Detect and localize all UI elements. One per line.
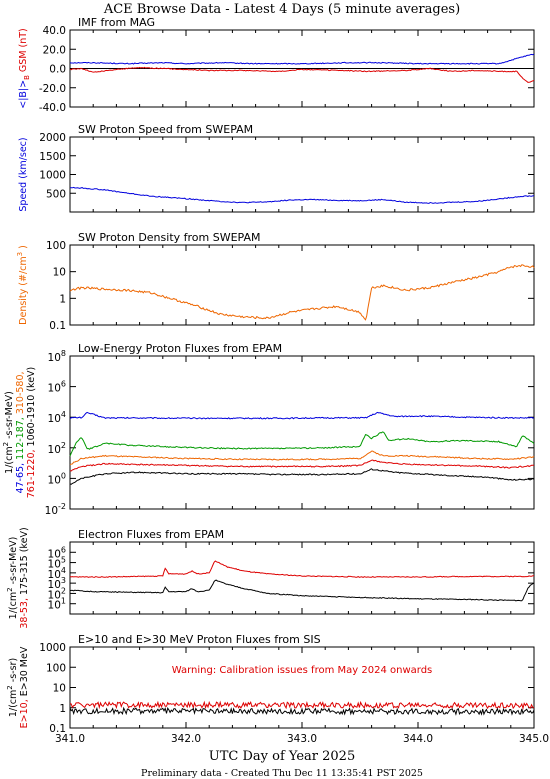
y-tick-label: 102 [48,586,66,601]
y-axis-label: 1/(cm2 -s-sr-MeV) [6,537,19,620]
y-tick-label: 108 [48,349,66,364]
calibration-warning: Warning: Calibration issues from May 202… [172,665,433,676]
y-tick-label: 10 [53,267,66,279]
series-line-orange [69,264,535,321]
panel-3: 100 10 1 0.1 SW Proton Density from SWEPAM De… [16,231,535,332]
y-tick-label: 1 [59,293,66,305]
series-line-red [69,66,535,83]
plot-frame [69,136,535,213]
y-tick-label: 2000 [39,132,66,144]
panel-title: SW Proton Density from SWEPAM [78,231,260,244]
y-tick-label: 102 [48,441,66,456]
y-tick-label: 104 [48,410,66,425]
y-axis-label: 38-53, 175-315 (keV) [19,527,30,628]
y-tick-label: 106 [48,545,66,560]
series-line-blue [69,411,535,420]
y-tick-label: 100 [48,471,66,486]
panel-title: SW Proton Speed from SWEPAM [78,123,253,136]
x-tick-label: 345.0 [519,733,549,745]
y-tick-label: 0.1 [49,320,66,332]
y-tick-label: 1 [59,703,66,715]
y-axis-label: Speed (km/sec) [18,137,29,211]
y-tick-label: 10-2 [45,502,66,517]
y-tick-label: 105 [48,556,66,571]
panel-title: IMF from MAG [78,16,155,29]
series-line-black [69,579,535,602]
panel-6: 1000 100 10 1 0.1 E>10 and E>30 MeV Proton Fl… [6,633,549,745]
y-tick-label: 101 [48,597,66,612]
y-tick-label: 0.1 [49,723,66,735]
series-line-red [69,700,535,711]
panel-title: Low-Energy Proton Fluxes from EPAM [78,342,282,355]
y-tick-label: 500 [46,188,66,200]
series-line-orange [69,450,535,466]
x-axis-label: UTC Day of Year 2025 [209,749,355,764]
y-tick-label: 1500 [39,151,66,163]
y-tick-label: 100 [46,240,66,252]
plot-frame [69,244,535,326]
x-tick-label: 344.0 [403,733,433,745]
y-axis-label: <|B|>B GSM (nT) [18,28,31,109]
panel-4: 108 106 104 102 100 10-2 Low-Energy Proton Flu… [2,342,535,517]
series-line-black [69,468,535,485]
y-tick-label: 104 [48,566,66,581]
y-tick-label: 106 [48,380,66,395]
y-tick-label: -40.0 [39,102,66,114]
plot-frame [69,355,535,510]
y-tick-label: 1000 [39,170,66,182]
y-tick-label: 20.0 [43,44,66,56]
x-tick-label: 343.0 [287,733,317,745]
y-tick-label: 103 [48,576,66,591]
y-tick-label: 10 [53,683,66,695]
plot-frame [69,541,535,615]
panel-2: 2000 1500 1000 500 SW Proton Speed from SWEP… [18,123,535,213]
plot-frame [69,646,535,729]
panel-title: E>10 and E>30 MeV Proton Fluxes from SIS [78,633,321,646]
series-line-red [69,459,535,472]
y-tick-label: 40.0 [43,25,66,37]
x-tick-label: 341.0 [55,733,85,745]
y-tick-label: 0.0 [49,64,66,76]
series-line-blue [70,186,535,204]
series-line-black [69,706,535,716]
panel-1: 40.0 20.0 0.0 -20.0 -40.0 IMF from MAG <|B|>B … [18,16,535,114]
y-axis-label: Density (#/cm3 ) [16,245,29,325]
y-tick-label: 100 [46,662,66,674]
panel-title: Electron Fluxes from EPAM [78,528,224,541]
series-line-green [69,431,535,457]
x-tick-label: 342.0 [171,733,201,745]
y-axis-label: 1/(cm2 -s-sr-MeV) [2,391,15,474]
footer-note: Preliminary data - Created Thu Dec 11 13… [141,768,423,779]
y-axis-label: E>10, E>30 MeV [19,646,30,728]
y-axis-label: 47-65, 112-187, 310-580, [15,371,26,493]
y-tick-label: 1000 [39,642,66,654]
figure-title: ACE Browse Data - Latest 4 Days (5 minut… [103,2,460,17]
y-axis-label: 1/(cm2 -s-sr) [6,658,19,717]
series-line-blue [69,53,535,65]
y-tick-label: -20.0 [39,83,66,95]
series-line-red [69,560,534,578]
y-axis-label: 761-1220, 1060-1910 (keV) [26,367,37,499]
